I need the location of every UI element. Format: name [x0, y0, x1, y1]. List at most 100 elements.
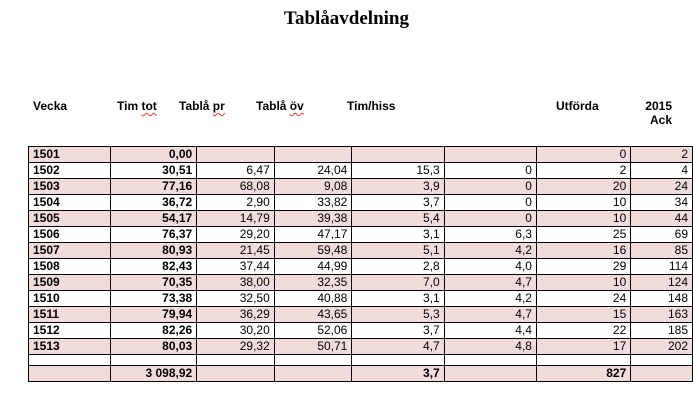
cell-ack: 163 — [630, 306, 693, 323]
header-tabla-ov: Tablå öv — [256, 99, 304, 113]
cell-ack: 114 — [630, 258, 693, 275]
cell-utforda: 20 — [535, 178, 632, 195]
cell-tim-hiss — [351, 146, 445, 163]
blank-cell — [196, 354, 275, 366]
total-empty-cell — [196, 365, 275, 382]
cell-ack: 69 — [630, 226, 693, 243]
cell-tabla-pr: 14,79 — [196, 210, 275, 227]
cell-tim-hiss: 2,8 — [351, 258, 445, 275]
header-ack-label: Ack — [649, 113, 672, 127]
total-empty-cell — [443, 365, 537, 382]
cell-vecka: 1513 — [28, 338, 111, 355]
cell-vecka: 1506 — [28, 226, 111, 243]
cell-tim-tot: 80,93 — [109, 242, 198, 259]
header-tim-tot-word: tot — [141, 99, 157, 113]
cell-tabla-ov: 44,99 — [273, 258, 353, 275]
cell-col6: 4,8 — [443, 338, 537, 355]
cell-tim-hiss: 15,3 — [351, 162, 445, 179]
cell-utforda: 16 — [535, 242, 632, 259]
blank-cell — [351, 354, 445, 366]
header-tim-hiss: Tim/hiss — [347, 99, 396, 113]
total-tim-hiss: 3,7 — [351, 365, 445, 382]
cell-tabla-pr: 36,29 — [196, 306, 275, 323]
header-tim-tot-prefix: Tim — [117, 99, 142, 113]
header-utforda: Utförda — [556, 99, 599, 113]
blank-cell — [109, 354, 198, 366]
total-empty-cell — [28, 365, 111, 382]
cell-tabla-ov: 43,65 — [273, 306, 353, 323]
cell-tim-tot: 0,00 — [109, 146, 198, 163]
cell-col6: 4,2 — [443, 242, 537, 259]
cell-tim-hiss: 3,7 — [351, 322, 445, 339]
header-tabla-pr: Tablå pr — [179, 99, 225, 113]
cell-tabla-ov: 59,48 — [273, 242, 353, 259]
cell-col6: 4,2 — [443, 290, 537, 307]
cell-col6: 0 — [443, 210, 537, 227]
blank-row — [28, 354, 693, 366]
cell-utforda: 17 — [535, 338, 632, 355]
cell-tim-tot: 82,43 — [109, 258, 198, 275]
cell-tim-hiss: 5,4 — [351, 210, 445, 227]
total-empty-cell — [273, 365, 353, 382]
table-row: 1504 36,72 2,90 33,82 3,7 0 10 34 — [28, 194, 693, 211]
cell-tabla-pr: 6,47 — [196, 162, 275, 179]
cell-utforda: 10 — [535, 210, 632, 227]
cell-tim-tot: 30,51 — [109, 162, 198, 179]
blank-cell — [535, 354, 632, 366]
cell-tabla-pr — [196, 146, 275, 163]
cell-tim-tot: 79,94 — [109, 306, 198, 323]
cell-vecka: 1501 — [28, 146, 111, 163]
cell-col6: 6,3 — [443, 226, 537, 243]
cell-col6: 4,7 — [443, 306, 537, 323]
cell-ack: 24 — [630, 178, 693, 195]
blank-cell — [28, 354, 111, 366]
cell-tim-hiss: 4,7 — [351, 338, 445, 355]
cell-vecka: 1509 — [28, 274, 111, 291]
cell-vecka: 1504 — [28, 194, 111, 211]
table-row: 1501 0,00 0 2 — [28, 146, 693, 163]
data-table: 1501 0,00 0 2 1502 30,51 6,47 24,04 15,3 0 2 4 1503 7… — [28, 146, 693, 382]
cell-utforda: 15 — [535, 306, 632, 323]
header-tabla-pr-word: pr — [212, 99, 225, 113]
table-row: 1508 82,43 37,44 44,99 2,8 4,0 29 114 — [28, 258, 693, 275]
cell-tim-tot: 82,26 — [109, 322, 198, 339]
cell-tabla-ov: 40,88 — [273, 290, 353, 307]
cell-tim-tot: 76,37 — [109, 226, 198, 243]
table-body: 1501 0,00 0 2 1502 30,51 6,47 24,04 15,3 0 2 4 1503 7… — [28, 146, 693, 382]
cell-tabla-pr: 38,00 — [196, 274, 275, 291]
cell-ack: 202 — [630, 338, 693, 355]
blank-cell — [630, 354, 693, 366]
cell-tim-hiss: 7,0 — [351, 274, 445, 291]
table-row: 1506 76,37 29,20 47,17 3,1 6,3 25 69 — [28, 226, 693, 243]
cell-tabla-ov: 32,35 — [273, 274, 353, 291]
cell-tabla-ov: 50,71 — [273, 338, 353, 355]
table-row: 1510 73,38 32,50 40,88 3,1 4,2 24 148 — [28, 290, 693, 307]
cell-col6: 0 — [443, 162, 537, 179]
cell-col6 — [443, 146, 537, 163]
cell-col6: 4,0 — [443, 258, 537, 275]
cell-col6: 0 — [443, 178, 537, 195]
cell-col6: 0 — [443, 194, 537, 211]
cell-utforda: 0 — [535, 146, 632, 163]
cell-vecka: 1507 — [28, 242, 111, 259]
cell-tabla-pr: 68,08 — [196, 178, 275, 195]
total-tim-tot: 3 098,92 — [109, 365, 198, 382]
cell-ack: 4 — [630, 162, 693, 179]
header-ack: 2015 Ack — [638, 99, 672, 127]
cell-vecka: 1502 — [28, 162, 111, 179]
cell-ack: 44 — [630, 210, 693, 227]
header-tim-tot: Tim tot — [117, 99, 157, 113]
total-utforda: 827 — [535, 365, 632, 382]
cell-utforda: 25 — [535, 226, 632, 243]
cell-ack: 85 — [630, 242, 693, 259]
cell-tim-hiss: 3,7 — [351, 194, 445, 211]
page-title: Tablåavdelning — [284, 8, 409, 29]
cell-tabla-pr: 2,90 — [196, 194, 275, 211]
cell-tim-hiss: 3,1 — [351, 290, 445, 307]
blank-cell — [273, 354, 353, 366]
cell-ack: 148 — [630, 290, 693, 307]
header-vecka: Vecka — [33, 99, 68, 113]
cell-tabla-pr: 37,44 — [196, 258, 275, 275]
cell-col6: 4,7 — [443, 274, 537, 291]
cell-tim-tot: 80,03 — [109, 338, 198, 355]
